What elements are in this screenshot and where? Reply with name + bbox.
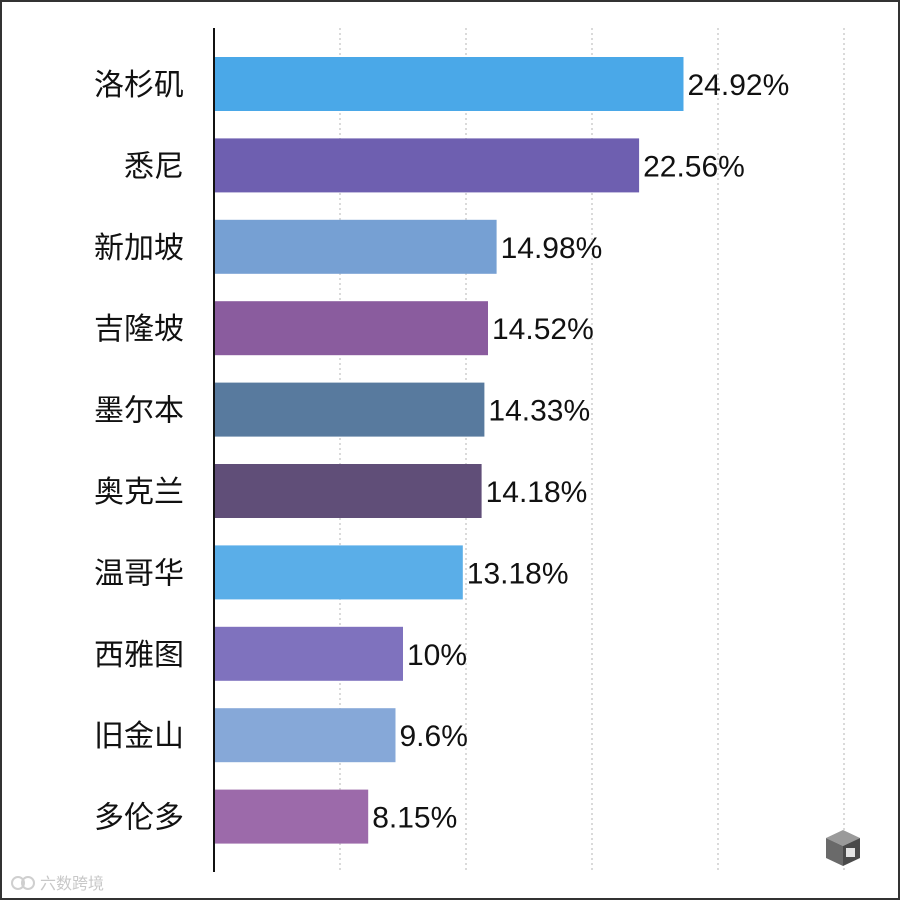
category-label: 吉隆坡 xyxy=(94,312,184,347)
bar xyxy=(215,464,482,518)
bar xyxy=(215,383,484,437)
bar xyxy=(215,627,403,681)
value-label: 8.15% xyxy=(372,802,457,835)
watermark-text: 六数跨境 xyxy=(40,874,104,893)
category-label: 墨尔本 xyxy=(94,394,184,429)
bar xyxy=(215,138,639,192)
category-label: 多伦多 xyxy=(94,801,184,836)
bar xyxy=(215,790,368,844)
value-label: 13.18% xyxy=(467,557,569,590)
value-label: 14.98% xyxy=(501,232,603,265)
value-label: 22.56% xyxy=(643,150,745,183)
bar xyxy=(215,57,684,111)
value-label: 9.6% xyxy=(400,720,468,753)
value-label: 14.18% xyxy=(486,476,588,509)
bar xyxy=(215,301,488,355)
bar xyxy=(215,545,463,599)
bar xyxy=(215,708,396,762)
category-label: 悉尼 xyxy=(124,149,184,184)
value-label: 14.52% xyxy=(492,313,594,346)
value-label: 24.92% xyxy=(688,69,790,102)
category-label: 洛杉矶 xyxy=(94,68,184,103)
category-label: 奥克兰 xyxy=(94,475,184,510)
value-label: 14.33% xyxy=(488,395,590,428)
category-label: 旧金山 xyxy=(94,719,184,754)
value-label: 10% xyxy=(407,639,467,672)
category-label: 温哥华 xyxy=(94,556,184,591)
category-label: 西雅图 xyxy=(94,638,184,673)
bar xyxy=(215,220,497,274)
category-label: 新加坡 xyxy=(94,231,184,266)
